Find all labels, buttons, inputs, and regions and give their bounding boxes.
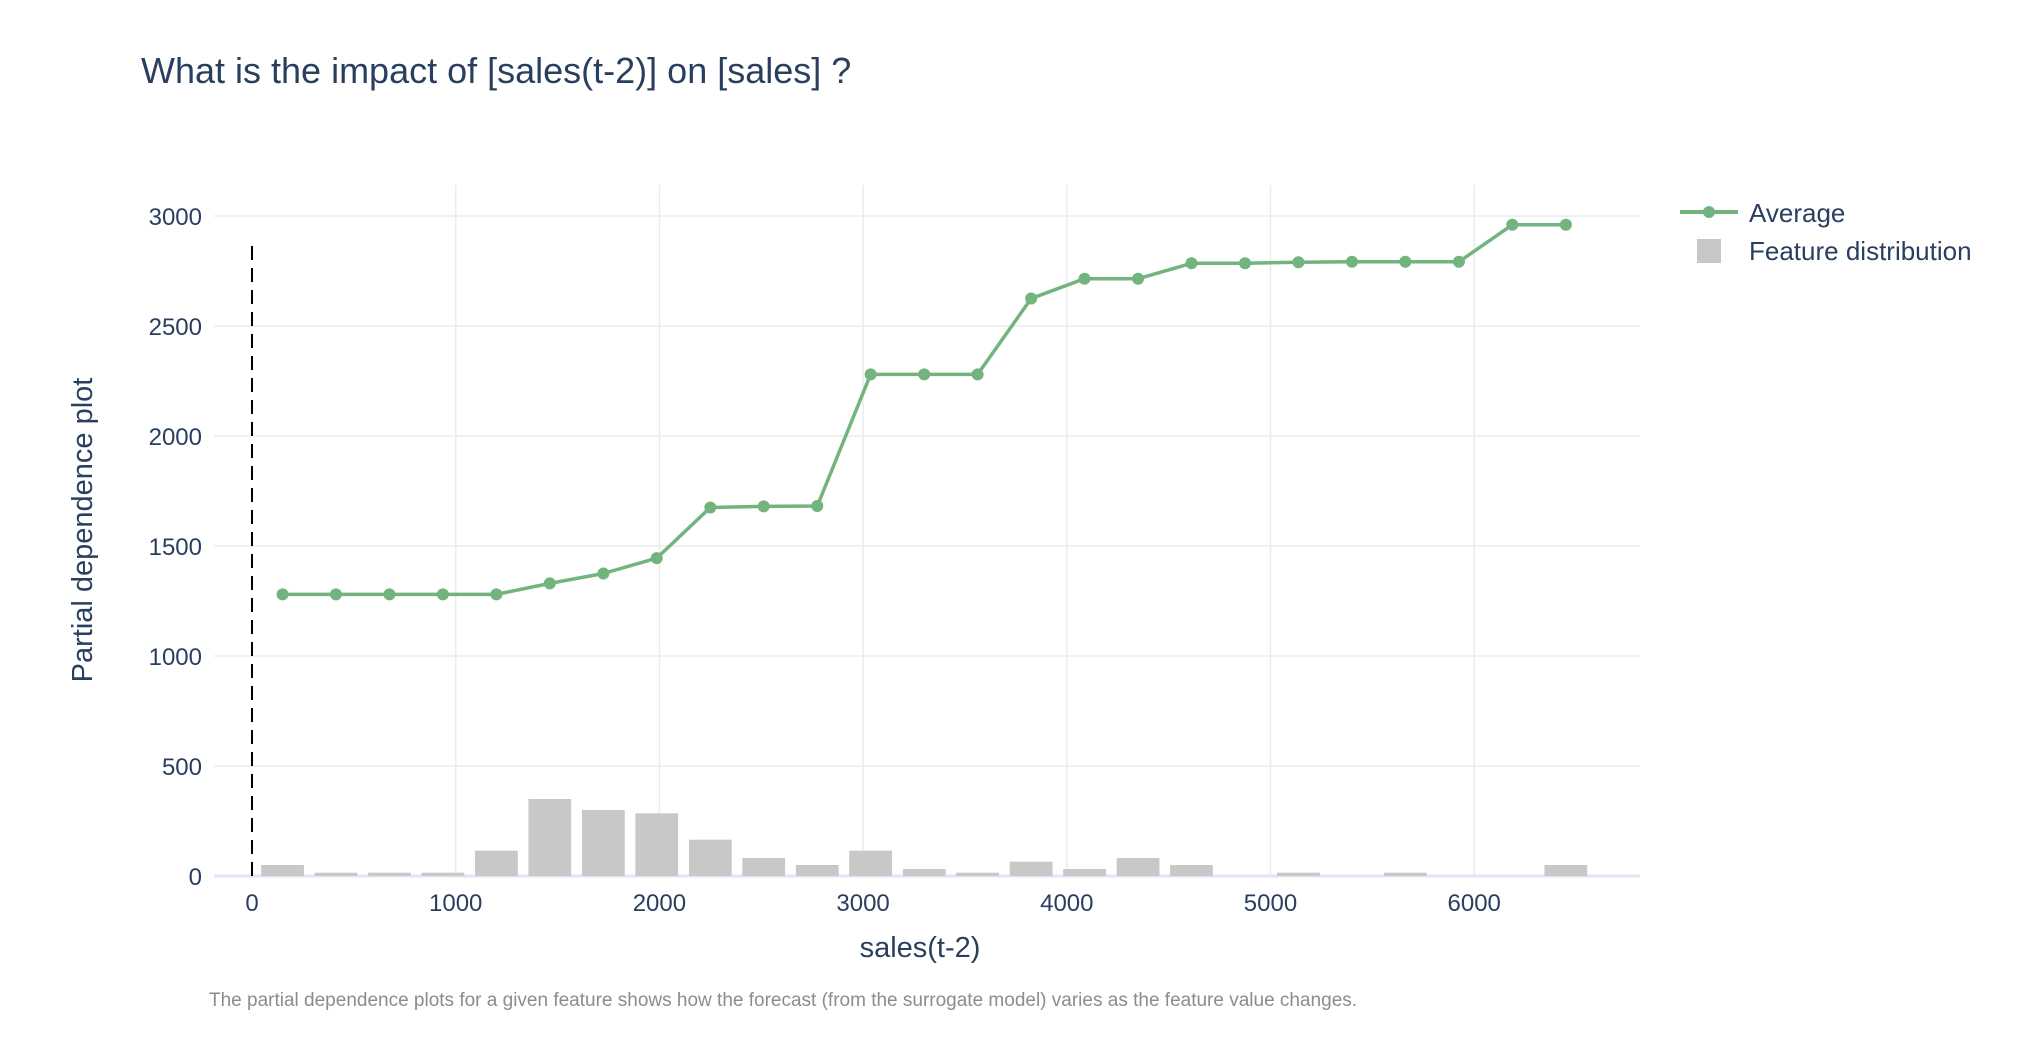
average-point — [918, 368, 931, 381]
legend-item-feature-distribution[interactable]: Feature distribution — [1697, 236, 1972, 266]
legend-average-marker — [1703, 206, 1715, 218]
legend[interactable]: Average Feature distribution — [1680, 198, 1972, 266]
x-tick-label: 1000 — [429, 890, 482, 917]
average-point — [276, 588, 289, 601]
legend-feature-distribution-label: Feature distribution — [1749, 236, 1972, 266]
average-point — [383, 588, 396, 601]
average-point — [1132, 272, 1145, 285]
average-point — [1078, 272, 1091, 285]
distribution-bar — [795, 865, 839, 876]
distribution-bar — [688, 839, 732, 876]
average-point — [650, 552, 663, 565]
distribution-bar — [742, 857, 786, 876]
distribution-bar — [1544, 865, 1588, 876]
distribution-bar — [314, 872, 358, 876]
legend-average-label: Average — [1749, 198, 1845, 228]
average-point — [543, 577, 556, 590]
y-tick-label: 3000 — [149, 204, 202, 231]
average-point — [1452, 255, 1465, 268]
y-tick-label: 2500 — [149, 314, 202, 341]
x-tick-label: 6000 — [1448, 890, 1501, 917]
average-point — [864, 368, 877, 381]
x-tick-label: 5000 — [1244, 890, 1297, 917]
points-layer — [276, 218, 1572, 601]
y-axis-label: Partial dependence plot — [67, 378, 99, 683]
x-tick-label: 4000 — [1040, 890, 1093, 917]
average-point — [436, 588, 449, 601]
distribution-bar — [368, 872, 411, 876]
average-point — [1506, 218, 1519, 231]
y-tick-label: 2000 — [149, 424, 202, 451]
average-point — [329, 588, 342, 601]
distribution-bar — [849, 850, 893, 876]
average-point — [597, 567, 610, 580]
distribution-bar — [635, 813, 679, 876]
y-tick-label: 1500 — [149, 534, 202, 561]
chart-caption: The partial dependence plots for a given… — [209, 990, 1358, 1011]
x-axis-label: sales(t-2) — [860, 932, 981, 964]
average-point — [490, 588, 503, 601]
distribution-bar — [1009, 861, 1053, 876]
bars-layer — [261, 799, 1588, 876]
distribution-bar — [475, 850, 518, 876]
average-point — [1345, 255, 1358, 268]
distribution-bar — [1383, 872, 1427, 876]
average-point — [1559, 218, 1572, 231]
average-point — [1399, 255, 1412, 268]
average-point — [757, 500, 770, 513]
y-tick-label: 0 — [189, 864, 202, 891]
average-line — [282, 223, 1566, 597]
distribution-bar — [902, 868, 946, 876]
average-point — [971, 368, 984, 381]
average-point — [1025, 292, 1038, 305]
average-point — [811, 499, 824, 512]
distribution-bar — [1116, 857, 1160, 876]
y-tick-label: 1000 — [149, 644, 202, 671]
average-point — [1185, 257, 1198, 270]
average-point — [1239, 257, 1252, 270]
distribution-bar — [528, 799, 572, 876]
distribution-bar — [421, 872, 465, 876]
x-tick-label: 3000 — [836, 890, 889, 917]
distribution-bar — [261, 865, 304, 876]
average-point — [1292, 256, 1305, 269]
chart-title: What is the impact of [sales(t-2)] on [s… — [141, 50, 851, 91]
legend-feature-distribution-swatch — [1697, 239, 1721, 263]
distribution-bar — [1277, 872, 1320, 876]
distribution-bar — [956, 872, 999, 876]
line-layer — [251, 223, 1566, 876]
grid-layer — [214, 185, 1640, 878]
legend-item-average[interactable]: Average — [1680, 198, 1845, 228]
y-tick-label: 500 — [162, 754, 202, 781]
x-tick-label: 2000 — [633, 890, 686, 917]
distribution-bar — [1170, 865, 1213, 876]
distribution-bar — [581, 810, 625, 876]
axis-layer: 0 1000 2000 3000 4000 5000 6000 0 500 1000 1500 200… — [149, 204, 1501, 917]
distribution-bar — [1063, 868, 1106, 876]
average-point — [704, 501, 717, 514]
x-tick-label: 0 — [245, 890, 258, 917]
